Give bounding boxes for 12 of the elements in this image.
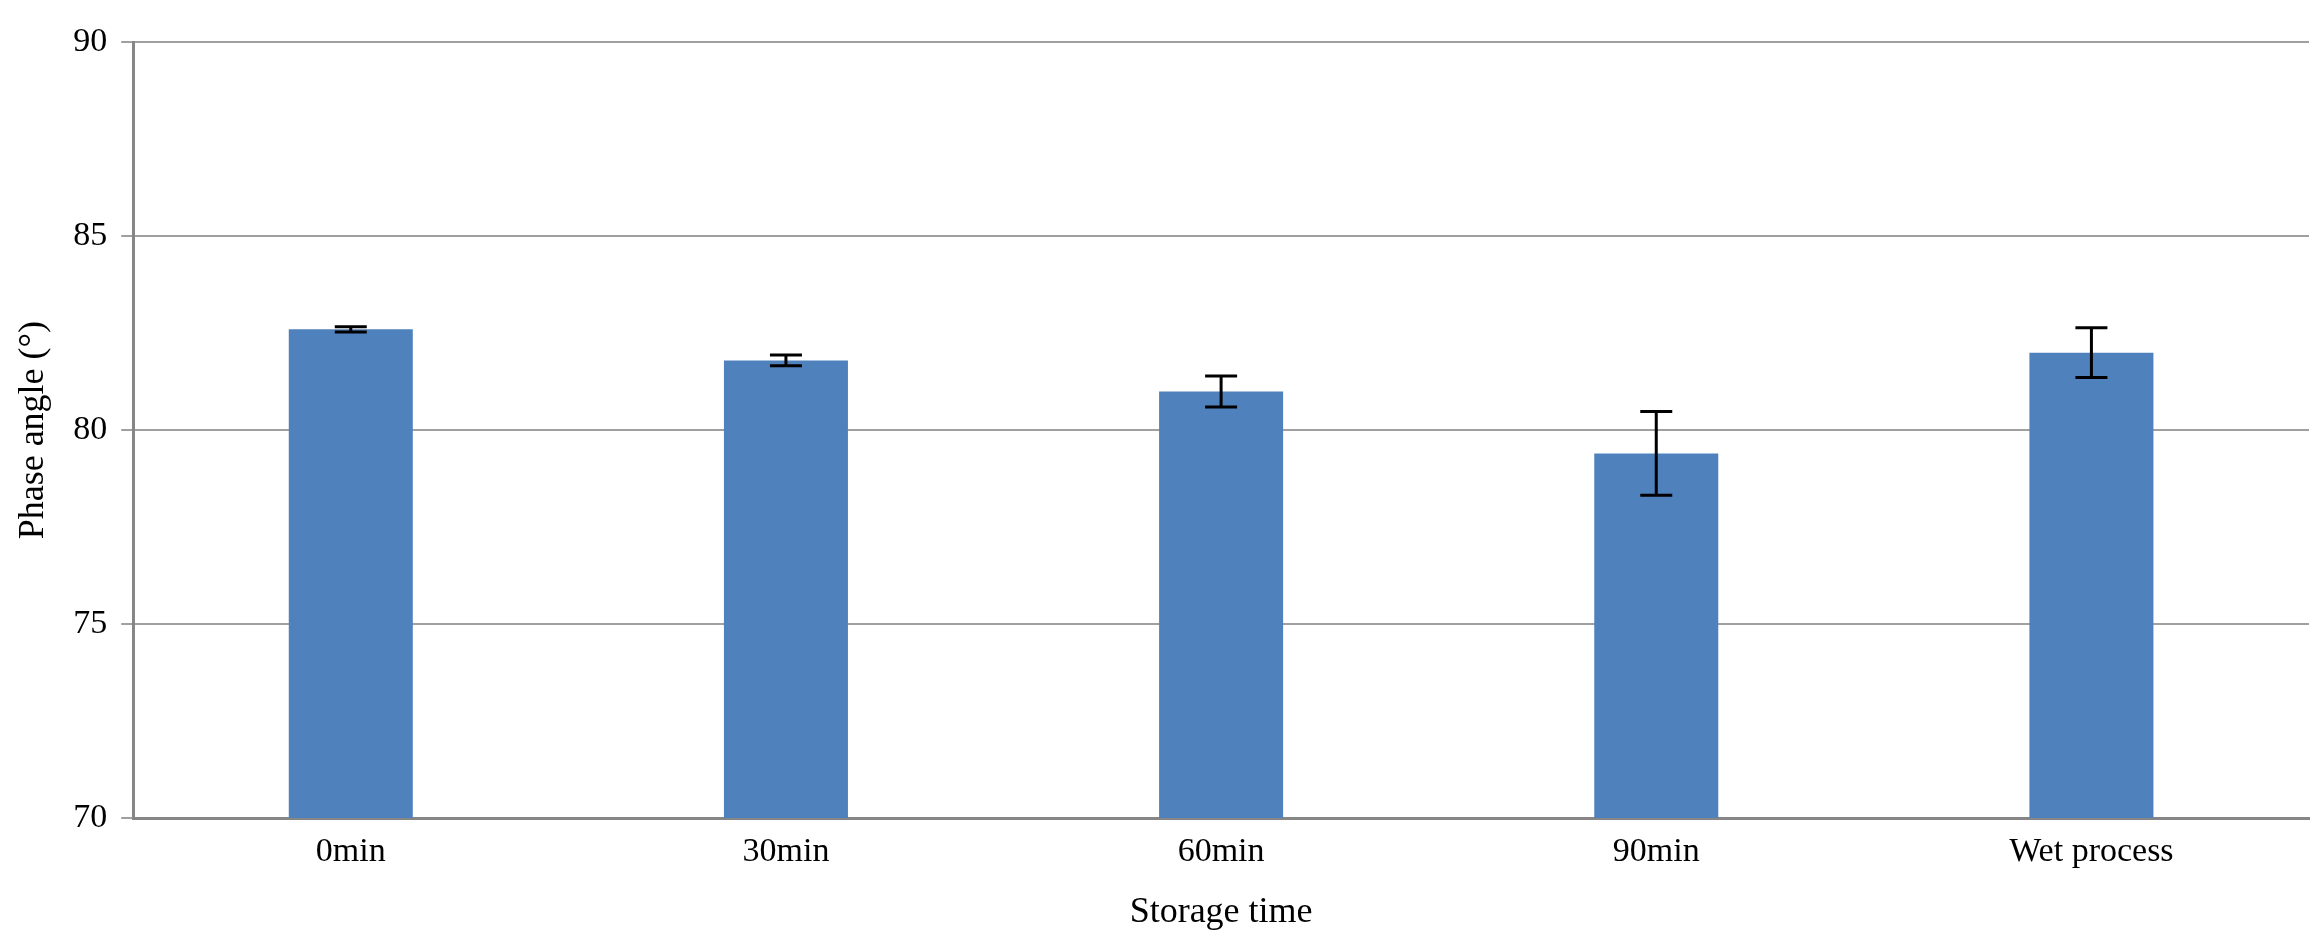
- y-axis-title: Phase angle (°): [11, 321, 52, 540]
- x-tick-label: Wet process: [2009, 831, 2174, 869]
- x-tick-label: 0min: [315, 831, 386, 869]
- y-tick-label: 75: [73, 603, 108, 641]
- x-tick-label: 30min: [742, 831, 830, 869]
- y-tick-label: 80: [73, 409, 108, 447]
- y-tick-label: 90: [73, 21, 108, 59]
- x-axis-title: Storage time: [1129, 889, 1313, 930]
- y-tick-label: 85: [73, 215, 108, 253]
- x-tick-label: 90min: [1612, 831, 1700, 869]
- x-tick-label: 60min: [1177, 831, 1265, 869]
- y-tick-label: 70: [73, 796, 108, 834]
